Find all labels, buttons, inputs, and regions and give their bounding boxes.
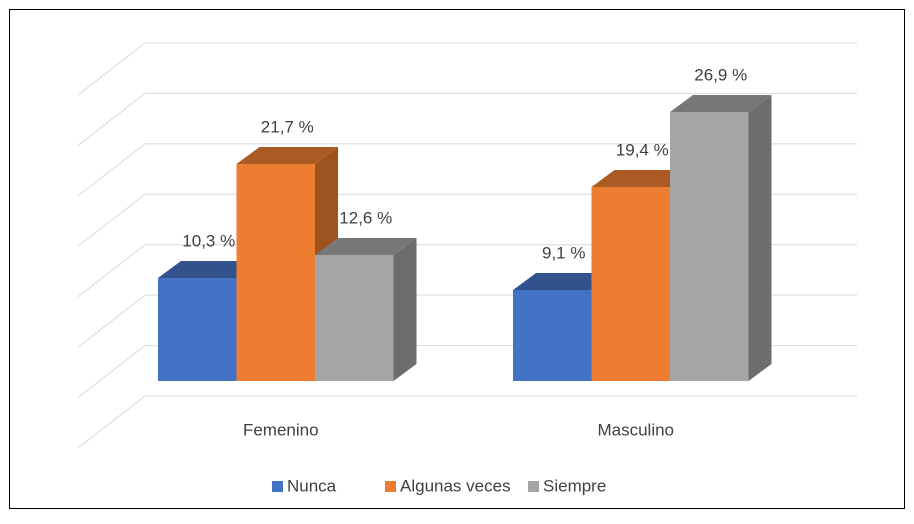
bar: [315, 255, 394, 381]
legend-label: Nunca: [287, 476, 337, 495]
x-tick-label: Masculino: [597, 420, 674, 439]
data-label: 12,6 %: [339, 208, 392, 227]
grid-line-side: [77, 193, 146, 247]
bar-top: [315, 238, 417, 255]
bar-top: [591, 170, 693, 187]
data-label: 21,7 %: [261, 117, 314, 136]
legend-swatch: [272, 481, 283, 492]
bar-top: [670, 95, 772, 112]
grid-line-side: [77, 244, 146, 298]
bar: [591, 187, 670, 381]
bar: [236, 164, 315, 381]
bar-top: [513, 273, 615, 290]
bar-top: [158, 261, 260, 278]
grid-line-side: [77, 294, 146, 348]
grid-line-side: [77, 42, 146, 96]
legend-swatch: [385, 481, 396, 492]
legend-label: Algunas veces: [400, 476, 511, 495]
bar: [513, 290, 592, 381]
grid-line-side: [77, 143, 146, 197]
bar: [670, 112, 749, 381]
data-label: 19,4 %: [616, 140, 669, 159]
grid-line-side: [77, 345, 146, 398]
grid-line-side: [77, 93, 146, 146]
grid-line-side: [77, 395, 146, 449]
data-label: 10,3 %: [182, 231, 235, 250]
bar-top: [236, 147, 338, 164]
legend-swatch: [528, 481, 539, 492]
data-label: 26,9 %: [694, 65, 747, 84]
bar: [158, 278, 237, 381]
bar-side: [748, 95, 772, 381]
data-label: 9,1 %: [542, 243, 585, 262]
bar-side: [393, 238, 417, 381]
legend-label: Siempre: [543, 476, 606, 495]
x-tick-label: Femenino: [243, 420, 319, 439]
